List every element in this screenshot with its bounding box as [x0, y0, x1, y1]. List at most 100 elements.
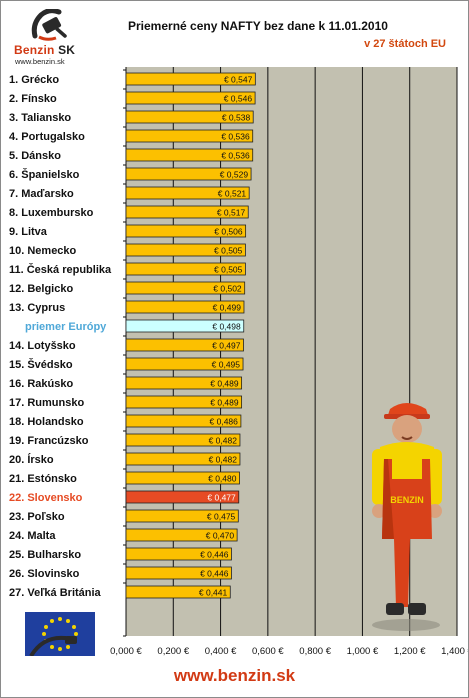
bar	[125, 528, 238, 542]
category-label: 10. Nemecko	[9, 245, 77, 257]
eu-flag-icon	[25, 612, 95, 656]
bar	[125, 319, 245, 333]
bar	[125, 167, 252, 181]
x-tick-label: 1,000 €	[347, 646, 379, 657]
data-label: € 0,506	[214, 227, 243, 237]
x-tick-label: 1,200 €	[394, 646, 426, 657]
category-label: 22. Slovensko	[9, 492, 83, 504]
bar	[125, 186, 250, 200]
x-tick-label: 0,200 €	[157, 646, 189, 657]
x-tick-label: 0,600 €	[252, 646, 284, 657]
fuel-nozzle-icon	[31, 9, 67, 41]
bar	[125, 509, 239, 523]
bar	[125, 262, 246, 276]
bar	[125, 414, 242, 428]
category-label: 3. Taliansko	[9, 112, 71, 124]
x-tick-label: 1,400 €	[441, 646, 468, 657]
data-label: € 0,517	[217, 208, 246, 218]
category-label: 15. Švédsko	[9, 358, 73, 371]
bar	[125, 490, 240, 504]
category-label: 9. Litva	[9, 226, 48, 238]
logo-wordmark: Benzin SK	[14, 43, 75, 57]
bar	[125, 376, 243, 390]
benzin-logo: Benzin SK www.benzin.sk	[7, 9, 89, 66]
data-label: € 0,446	[200, 550, 229, 560]
category-label: 13. Cyprus	[9, 302, 65, 314]
bar	[125, 547, 232, 561]
category-label: 2. Fínsko	[9, 93, 57, 105]
logo-brand: Benzin	[14, 43, 55, 57]
category-label: 17. Rumunsko	[9, 397, 84, 409]
data-label: € 0,505	[214, 246, 243, 256]
data-label: € 0,482	[209, 436, 238, 446]
data-label: € 0,498	[212, 322, 241, 332]
category-label: 6. Španielsko	[9, 168, 80, 181]
bar	[125, 471, 240, 485]
logo-url: www.benzin.sk	[15, 57, 65, 66]
category-label: 19. Francúzsko	[9, 435, 89, 447]
category-label: 12. Belgicko	[9, 283, 73, 295]
category-label: 25. Bulharsko	[9, 549, 81, 561]
data-label: € 0,546	[224, 94, 253, 104]
bar	[125, 205, 249, 219]
bar	[125, 433, 241, 447]
category-label: 7. Maďarsko	[9, 188, 74, 200]
category-label: 24. Malta	[9, 530, 56, 542]
data-label: € 0,477	[207, 493, 236, 503]
gas-station-worker-illustration: BENZIN	[372, 403, 442, 631]
data-label: € 0,486	[210, 417, 239, 427]
category-label: 14. Lotyšsko	[9, 340, 76, 352]
x-tick-label: 0,800 €	[299, 646, 331, 657]
chart-subtitle: v 27 štátoch EU	[364, 38, 446, 50]
bar	[125, 566, 232, 580]
data-label: € 0,495	[212, 360, 241, 370]
bar	[125, 110, 254, 124]
chart-title: Priemerné ceny NAFTY bez dane k 11.01.20…	[128, 19, 388, 33]
bar	[125, 281, 246, 295]
data-label: € 0,480	[208, 474, 237, 484]
bar	[125, 395, 243, 409]
data-label: € 0,536	[221, 151, 250, 161]
bar	[125, 338, 244, 352]
data-label: € 0,482	[209, 455, 238, 465]
category-label: 11. Česká republika	[9, 263, 112, 276]
bar	[125, 452, 241, 466]
data-label: € 0,441	[199, 588, 228, 598]
data-label: € 0,536	[221, 132, 250, 142]
data-label: € 0,505	[214, 265, 243, 275]
category-label: 5. Dánsko	[9, 150, 61, 162]
data-label: € 0,502	[213, 284, 242, 294]
bar	[125, 72, 256, 86]
data-label: € 0,529	[220, 170, 249, 180]
category-label: 18. Holandsko	[9, 416, 84, 428]
category-label: 21. Estónsko	[9, 473, 77, 485]
logo-brand-suffix: SK	[58, 43, 76, 57]
category-label: 26. Slovinsko	[9, 568, 80, 580]
category-label: 16. Rakúsko	[9, 378, 73, 390]
data-label: € 0,470	[206, 531, 235, 541]
category-label: 8. Luxembursko	[9, 207, 94, 219]
data-label: € 0,497	[212, 341, 241, 351]
category-label: 20. Írsko	[9, 453, 54, 466]
bar	[125, 91, 256, 105]
bar	[125, 243, 246, 257]
bar	[125, 224, 247, 238]
category-label: 1. Grécko	[9, 74, 59, 86]
data-label: € 0,446	[200, 569, 229, 579]
data-label: € 0,489	[210, 398, 239, 408]
category-label: 27. Veľká Británia	[9, 587, 102, 599]
svg-text:BENZIN: BENZIN	[390, 495, 424, 505]
data-label: € 0,538	[222, 113, 251, 123]
x-tick-label: 0,400 €	[205, 646, 237, 657]
data-label: € 0,475	[207, 512, 236, 522]
category-label: priemer Európy	[25, 321, 107, 333]
bar	[125, 129, 254, 143]
bar	[125, 148, 254, 162]
category-label: 23. Poľsko	[9, 511, 65, 523]
data-label: € 0,489	[210, 379, 239, 389]
x-tick-label: 0,000 €	[110, 646, 142, 657]
bar	[125, 357, 244, 371]
category-label: 4. Portugalsko	[9, 131, 85, 143]
data-label: € 0,521	[218, 189, 247, 199]
